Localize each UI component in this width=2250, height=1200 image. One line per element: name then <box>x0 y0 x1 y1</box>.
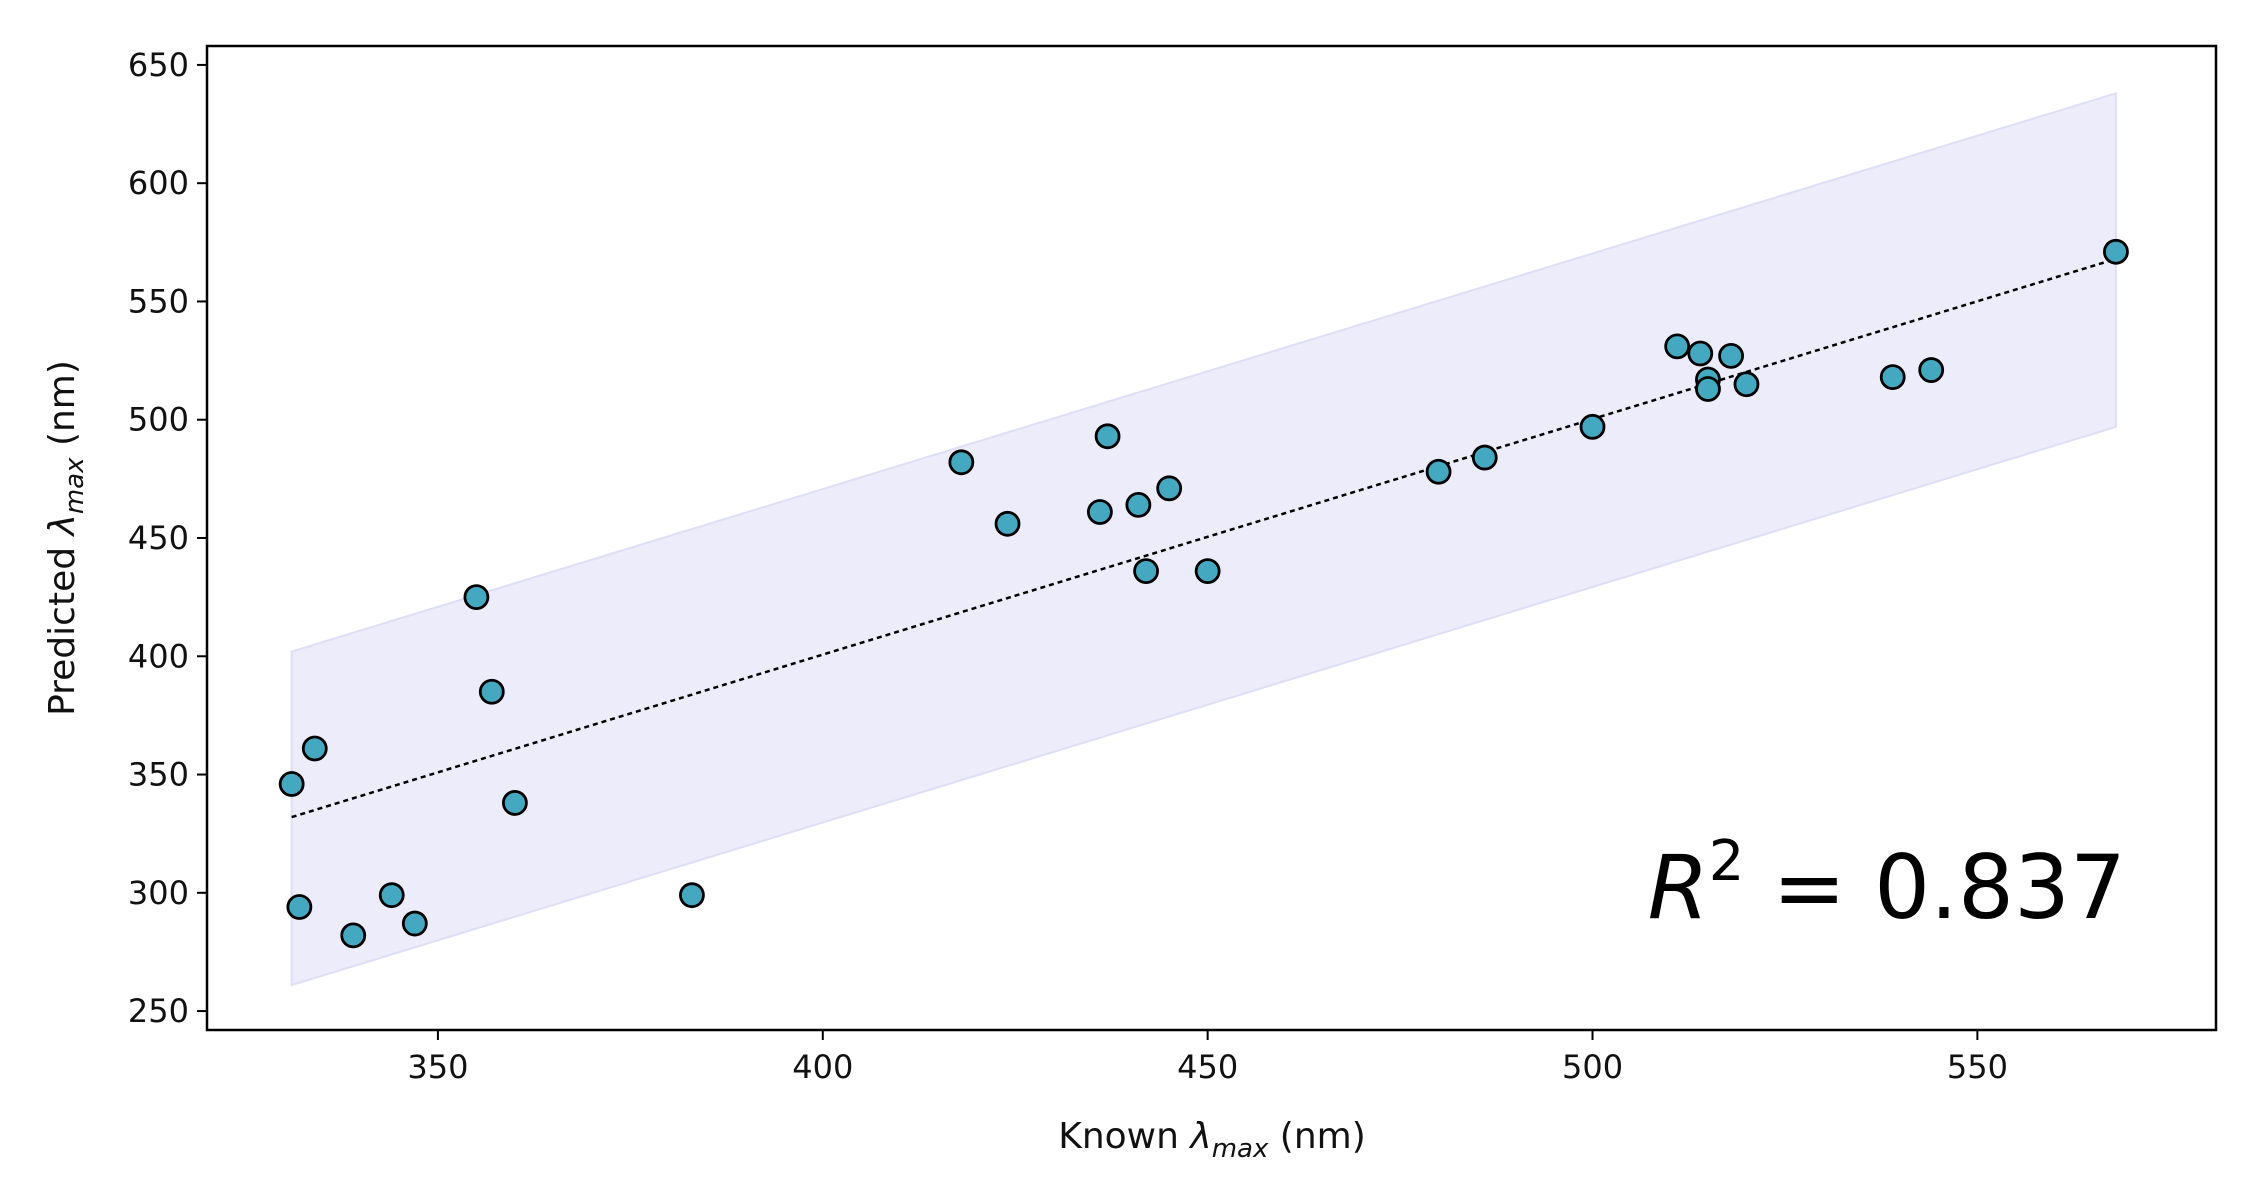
y-axis-label-subscript: max <box>60 457 90 514</box>
x-axis-label-symbol: λ <box>1188 1116 1211 1157</box>
x-axis-label-suffix: (nm) <box>1268 1116 1365 1157</box>
r-squared-exponent: 2 <box>1709 829 1745 894</box>
data-point <box>463 584 490 611</box>
r-squared-symbol: R <box>1648 836 1709 939</box>
y-axis-label-suffix: (nm) <box>42 360 83 457</box>
data-point <box>1879 364 1906 391</box>
data-points-layer <box>278 238 2129 949</box>
data-point <box>1125 491 1152 518</box>
r-squared-value: 0.837 <box>1874 836 2126 939</box>
y-axis-label-symbol: λ <box>42 514 83 537</box>
data-point <box>501 790 528 816</box>
data-point <box>1695 376 1721 402</box>
x-tick-label: 350 <box>407 1048 468 1086</box>
data-point <box>1579 413 1606 440</box>
x-tick-label: 550 <box>1947 1048 2008 1086</box>
data-point <box>1718 342 1744 369</box>
data-point <box>2103 238 2129 265</box>
data-point <box>1133 558 1159 585</box>
confidence-band-layer <box>290 91 2117 987</box>
x-axis-label-subscript: max <box>1212 1134 1269 1164</box>
x-axis-label: Known λmax (nm) <box>1058 1116 1366 1164</box>
data-point <box>301 735 328 762</box>
x-tick-label: 500 <box>1562 1048 1623 1086</box>
y-axis-label: Predicted λmax (nm) <box>42 360 90 716</box>
x-axis-ticks: 350 400 450 500 550 <box>407 1030 2008 1086</box>
y-tick-label: 600 <box>128 164 189 202</box>
data-point <box>1664 333 1691 360</box>
r-squared-annotation: R2 = 0.837 <box>1648 829 2126 939</box>
y-tick-label: 450 <box>128 519 189 557</box>
data-point <box>1425 458 1452 485</box>
y-tick-label: 650 <box>128 46 189 84</box>
y-axis-label-prefix: Predicted <box>42 535 83 715</box>
y-tick-label: 400 <box>128 637 189 675</box>
x-tick-label: 400 <box>792 1048 853 1086</box>
data-point <box>679 882 705 909</box>
data-point <box>1094 423 1121 450</box>
y-tick-label: 350 <box>128 756 189 794</box>
r-squared-equals: = <box>1744 836 1874 939</box>
x-axis-label-prefix: Known <box>1058 1116 1190 1157</box>
data-point <box>948 449 975 476</box>
y-tick-label: 500 <box>128 401 189 439</box>
y-tick-label: 250 <box>128 992 189 1030</box>
data-point <box>1194 558 1221 585</box>
data-point <box>286 894 313 920</box>
data-point <box>378 882 405 909</box>
data-point <box>994 510 1021 537</box>
data-point <box>401 910 428 937</box>
y-axis-ticks: 250 300 350 400 450 500 550 600 650 <box>128 46 207 1030</box>
y-tick-label: 300 <box>128 874 189 912</box>
x-tick-label: 450 <box>1177 1048 1238 1086</box>
data-point <box>478 678 505 705</box>
data-point <box>1086 499 1113 525</box>
data-point <box>1687 340 1714 367</box>
data-point <box>1918 357 1945 383</box>
data-point <box>1733 371 1760 398</box>
confidence-band <box>290 91 2117 987</box>
data-point <box>1156 475 1183 502</box>
data-point <box>278 771 305 797</box>
y-tick-label: 550 <box>128 282 189 320</box>
data-point <box>1471 444 1498 471</box>
data-point <box>340 922 367 949</box>
fit-line <box>291 257 2117 819</box>
fit-line-layer <box>291 257 2117 819</box>
